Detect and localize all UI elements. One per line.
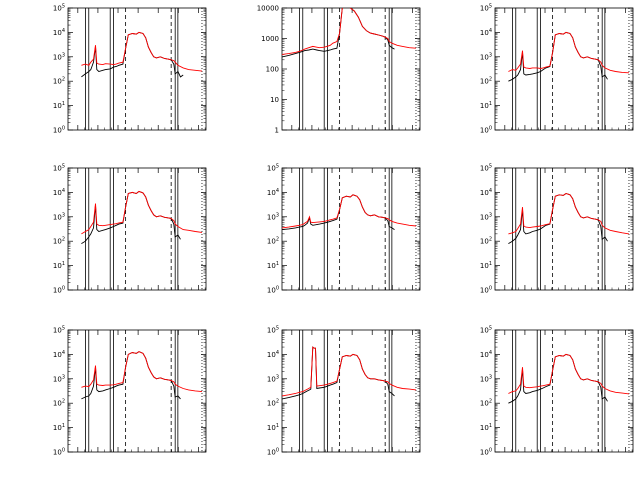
y-tick-label: 103 xyxy=(267,374,279,383)
y-tick-label: 104 xyxy=(53,28,65,37)
series-group xyxy=(81,190,203,244)
chart-panel-det-3: 100 101 102 103 104 105 xyxy=(480,4,634,135)
lld-series-line xyxy=(282,8,417,55)
lld-series-line xyxy=(81,351,203,393)
y-tick-label: 100 xyxy=(480,448,492,457)
y-tick-label: 100 xyxy=(53,448,65,457)
y-tick-label: 104 xyxy=(53,350,65,359)
y-tick-label: 103 xyxy=(267,212,279,221)
lld-series-line xyxy=(508,193,630,235)
y-tick-label: 103 xyxy=(53,374,65,383)
chart-panel-det-7: 100 101 102 103 104 105 xyxy=(53,326,207,457)
series-group xyxy=(282,8,417,58)
chart-panel-det-2: 1 10 100 1000 10000 xyxy=(257,5,421,135)
series-group xyxy=(508,353,630,404)
chart-panel-det-8: 100 101 102 103 104 105 xyxy=(267,326,421,457)
y-tick-label: 101 xyxy=(480,261,492,270)
y-tick-label: 104 xyxy=(480,188,492,197)
chart-panel-det-6: 100 101 102 103 104 105 xyxy=(480,164,634,295)
y-tick-label: 100 xyxy=(480,126,492,135)
lld-series-line xyxy=(282,194,417,229)
events-series-line xyxy=(282,8,395,58)
y-tick-label: 101 xyxy=(267,423,279,432)
series-group xyxy=(81,31,203,78)
y-tick-label: 103 xyxy=(53,212,65,221)
y-tick-label: 105 xyxy=(53,164,65,173)
series-group xyxy=(81,351,203,400)
y-tick-label: 105 xyxy=(53,4,65,13)
y-tick-label: 100 xyxy=(53,286,65,295)
y-tick-label: 103 xyxy=(53,52,65,61)
y-tick-label: 102 xyxy=(267,237,279,246)
y-tick-label: 101 xyxy=(53,101,65,110)
y-tick-label: 101 xyxy=(480,101,492,110)
lld-series-line xyxy=(282,346,417,397)
plot-frame xyxy=(67,167,207,291)
y-tick-label: 1000 xyxy=(261,35,279,43)
series-group xyxy=(282,194,417,231)
y-tick-label: 100 xyxy=(53,126,65,135)
y-tick-label: 105 xyxy=(480,4,492,13)
lld-series-line xyxy=(508,353,630,395)
y-tick-label: 101 xyxy=(267,261,279,270)
y-tick-label: 103 xyxy=(480,374,492,383)
y-tick-label: 104 xyxy=(480,28,492,37)
events-series-line xyxy=(282,346,395,400)
y-tick-label: 102 xyxy=(480,77,492,86)
y-tick-label: 105 xyxy=(53,326,65,335)
y-tick-label: 105 xyxy=(267,326,279,335)
y-tick-label: 105 xyxy=(480,164,492,173)
y-tick-label: 104 xyxy=(267,188,279,197)
chart-panel-det-9: 100 101 102 103 104 105 xyxy=(480,326,634,457)
series-group xyxy=(508,31,630,82)
y-tick-label: 100 xyxy=(480,286,492,295)
plot-frame xyxy=(281,167,421,291)
y-tick-label: 101 xyxy=(53,423,65,432)
plot-frame xyxy=(494,167,634,291)
y-tick-label: 103 xyxy=(480,212,492,221)
events-series-line xyxy=(282,194,395,231)
series-group xyxy=(508,193,630,244)
plot-frame xyxy=(281,329,421,453)
y-tick-label: 102 xyxy=(267,399,279,408)
series-group xyxy=(282,346,417,400)
y-tick-label: 102 xyxy=(480,399,492,408)
plot-frame xyxy=(494,7,634,131)
y-tick-label: 10000 xyxy=(257,5,279,13)
lld-series-line xyxy=(508,31,630,74)
y-tick-label: 100 xyxy=(266,66,279,74)
y-tick-label: 104 xyxy=(267,350,279,359)
plot-frame xyxy=(67,7,207,131)
plot-frame xyxy=(494,329,634,453)
y-tick-label: 102 xyxy=(53,237,65,246)
chart-panel-det-4: 100 101 102 103 104 105 xyxy=(53,164,207,295)
y-tick-label: 101 xyxy=(53,261,65,270)
y-tick-label: 103 xyxy=(480,52,492,61)
y-tick-label: 102 xyxy=(480,237,492,246)
y-tick-label: 104 xyxy=(53,188,65,197)
chart-panel-det-1: 100 101 102 103 104 105 xyxy=(53,4,207,135)
y-tick-label: 10 xyxy=(270,96,279,104)
y-tick-label: 1 xyxy=(275,127,279,135)
y-tick-label: 100 xyxy=(267,448,279,457)
y-tick-label: 100 xyxy=(267,286,279,295)
y-tick-label: 102 xyxy=(53,77,65,86)
y-tick-label: 105 xyxy=(267,164,279,173)
lld-series-line xyxy=(81,190,203,235)
chart-panel-det-5: 100 101 102 103 104 105 xyxy=(267,164,421,295)
y-tick-label: 101 xyxy=(480,423,492,432)
events-series-line xyxy=(81,31,184,78)
lld-series-line xyxy=(81,31,203,72)
y-tick-label: 105 xyxy=(480,326,492,335)
y-tick-label: 104 xyxy=(480,350,492,359)
y-tick-label: 102 xyxy=(53,399,65,408)
plot-frame xyxy=(67,329,207,453)
